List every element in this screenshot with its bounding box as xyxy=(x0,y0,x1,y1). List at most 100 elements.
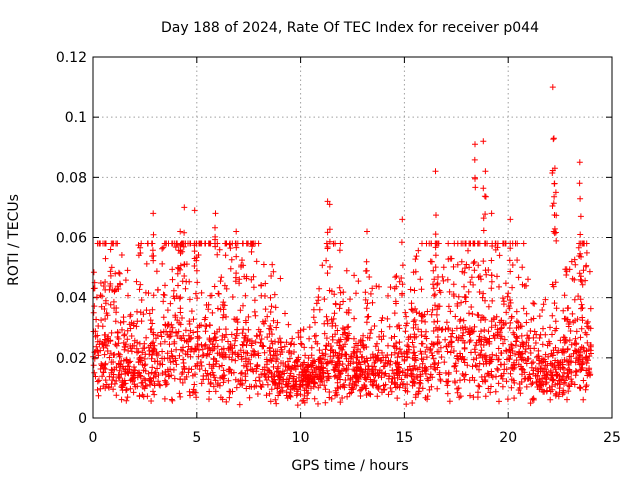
data-point xyxy=(460,317,467,324)
data-point xyxy=(460,329,467,336)
data-point xyxy=(588,350,594,357)
data-point xyxy=(308,344,315,351)
data-point xyxy=(236,276,243,283)
data-point xyxy=(94,338,101,345)
data-point xyxy=(222,252,229,259)
data-point xyxy=(577,296,584,303)
data-point xyxy=(214,240,221,247)
data-point xyxy=(488,257,495,264)
data-point xyxy=(579,281,586,288)
data-point xyxy=(568,376,575,383)
data-point xyxy=(155,352,161,359)
data-point xyxy=(387,361,393,368)
data-point xyxy=(270,363,277,370)
data-point xyxy=(345,323,352,330)
data-point xyxy=(547,324,553,331)
data-point xyxy=(312,319,318,326)
data-point xyxy=(279,387,286,394)
data-point xyxy=(229,294,236,300)
data-point xyxy=(285,364,292,371)
data-point xyxy=(578,253,584,260)
data-point xyxy=(481,327,488,333)
data-point xyxy=(482,168,489,175)
data-point xyxy=(572,335,579,342)
data-point xyxy=(99,323,106,330)
data-point xyxy=(456,394,463,401)
data-point xyxy=(467,240,474,247)
data-point xyxy=(399,368,406,374)
data-point xyxy=(422,333,429,340)
data-point xyxy=(196,240,203,247)
data-point xyxy=(480,258,487,265)
data-point xyxy=(431,292,438,299)
data-point xyxy=(218,274,225,281)
data-point xyxy=(504,396,511,403)
data-point xyxy=(222,240,229,247)
data-point xyxy=(198,289,205,296)
data-point xyxy=(280,376,287,383)
data-point xyxy=(233,384,240,391)
data-point xyxy=(573,328,580,335)
data-point xyxy=(102,385,109,392)
data-point xyxy=(316,306,323,313)
data-point xyxy=(525,335,532,342)
data-point xyxy=(216,363,223,370)
data-point xyxy=(177,266,184,273)
data-point xyxy=(220,379,227,386)
data-point xyxy=(120,381,126,388)
data-point xyxy=(577,385,583,392)
y-tick-label: 0.08 xyxy=(56,170,87,186)
data-point xyxy=(422,318,429,325)
data-point xyxy=(95,392,102,399)
data-point xyxy=(476,352,483,359)
data-point xyxy=(340,289,347,296)
data-point xyxy=(337,240,344,247)
data-point xyxy=(90,362,97,369)
data-point xyxy=(442,370,449,376)
data-point xyxy=(421,311,428,318)
data-point xyxy=(508,341,515,348)
data-point xyxy=(583,354,590,360)
data-point xyxy=(110,352,117,358)
data-point xyxy=(530,334,537,341)
data-point xyxy=(502,280,509,287)
data-point xyxy=(115,360,122,367)
data-point xyxy=(110,298,117,305)
data-point xyxy=(570,350,577,357)
data-point xyxy=(351,315,358,322)
data-point xyxy=(257,328,264,335)
data-point xyxy=(191,207,198,214)
data-point xyxy=(187,392,193,399)
data-point xyxy=(326,394,333,401)
data-point xyxy=(489,374,496,381)
data-point xyxy=(402,328,409,335)
data-point xyxy=(305,355,312,361)
data-point xyxy=(498,325,505,332)
data-point xyxy=(277,275,284,282)
data-point xyxy=(530,359,537,366)
data-point xyxy=(134,318,141,325)
x-tick-label: 0 xyxy=(89,430,98,446)
data-point xyxy=(181,273,188,279)
data-point xyxy=(507,299,514,306)
data-point xyxy=(369,363,375,370)
data-point xyxy=(564,316,571,323)
data-point xyxy=(527,400,534,407)
data-point xyxy=(571,276,578,283)
data-point xyxy=(157,382,164,389)
data-point xyxy=(409,371,416,378)
data-point xyxy=(107,301,114,308)
data-point xyxy=(307,373,314,380)
data-point xyxy=(206,361,213,368)
data-point xyxy=(506,325,513,332)
data-point xyxy=(250,284,257,291)
data-point xyxy=(423,366,430,373)
data-point xyxy=(382,370,389,377)
data-point xyxy=(242,358,249,365)
data-point xyxy=(122,344,129,351)
data-point xyxy=(369,299,376,306)
data-point xyxy=(550,135,557,142)
data-point xyxy=(288,350,295,357)
data-point xyxy=(495,380,502,387)
data-point xyxy=(493,352,500,359)
